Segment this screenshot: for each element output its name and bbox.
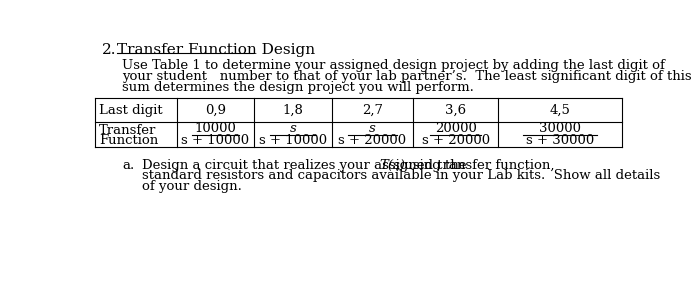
Text: Last digit: Last digit <box>99 104 162 117</box>
Text: Design a circuit that realizes your assigned transfer function,: Design a circuit that realizes your assi… <box>141 159 559 172</box>
Text: your student   number to that of your lab partner’s.  The least significant digi: your student number to that of your lab … <box>122 70 692 83</box>
Text: of your design.: of your design. <box>141 180 241 193</box>
Text: 3,6: 3,6 <box>445 104 466 117</box>
Text: Function: Function <box>99 134 158 147</box>
Text: s + 20000: s + 20000 <box>421 134 490 147</box>
Text: 1,8: 1,8 <box>282 104 303 117</box>
Text: s + 10000: s + 10000 <box>259 134 327 147</box>
Text: Use Table 1 to determine your assigned design project by adding the last digit o: Use Table 1 to determine your assigned d… <box>122 59 665 72</box>
Text: T(s): T(s) <box>379 159 405 172</box>
Text: s + 30000: s + 30000 <box>526 134 594 147</box>
Text: , using the: , using the <box>396 159 466 172</box>
Text: 10000: 10000 <box>195 122 237 135</box>
Text: 30000: 30000 <box>539 122 581 135</box>
Text: Transfer: Transfer <box>99 125 157 138</box>
Text: standard resistors and capacitors available in your Lab kits.  Show all details: standard resistors and capacitors availa… <box>141 169 660 182</box>
Text: 2,7: 2,7 <box>362 104 383 117</box>
Text: sum determines the design project you will perform.: sum determines the design project you wi… <box>122 81 475 94</box>
Text: 20000: 20000 <box>435 122 477 135</box>
Text: s + 20000: s + 20000 <box>338 134 407 147</box>
Text: s: s <box>369 122 376 135</box>
Text: s: s <box>290 122 296 135</box>
Text: 4,5: 4,5 <box>550 104 570 117</box>
Text: 0,9: 0,9 <box>205 104 226 117</box>
Text: s + 10000: s + 10000 <box>181 134 249 147</box>
Text: 2.: 2. <box>102 43 116 57</box>
Text: a.: a. <box>122 159 134 172</box>
Text: Transfer Function Design: Transfer Function Design <box>117 43 315 57</box>
